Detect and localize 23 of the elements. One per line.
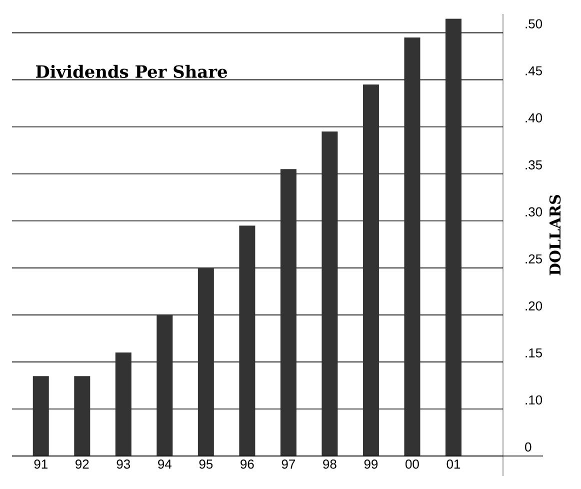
- y-axis-title: DOLLARS: [549, 195, 561, 276]
- y-tick-label: .25: [526, 254, 542, 264]
- x-tick-label: 92: [76, 460, 89, 469]
- y-tick-label: .30: [526, 207, 542, 216]
- x-tick-label: 96: [240, 460, 254, 469]
- x-tick-label: 00: [406, 460, 419, 469]
- x-tick-label: 01: [446, 460, 460, 469]
- x-tick-label: 91: [34, 460, 48, 469]
- x-tick-label: 94: [158, 460, 172, 469]
- x-tick-label: 98: [323, 460, 336, 469]
- y-tick-label: 0: [525, 442, 532, 452]
- y-tick-label: .45: [526, 66, 542, 76]
- text: Dividends Per Share: [36, 64, 228, 78]
- x-tick-label: 93: [116, 460, 130, 469]
- y-tick-label: .15: [526, 348, 542, 358]
- y-tick-label: .50: [526, 19, 542, 28]
- y-tick-label: .10: [526, 395, 542, 405]
- x-tick-label: 95: [199, 460, 213, 469]
- y-tick-label: .20: [526, 301, 542, 311]
- y-tick-label: .40: [526, 113, 542, 122]
- y-tick-label: .35: [526, 160, 542, 170]
- x-tick-label: 97: [282, 460, 295, 469]
- x-tick-label: 99: [364, 460, 378, 469]
